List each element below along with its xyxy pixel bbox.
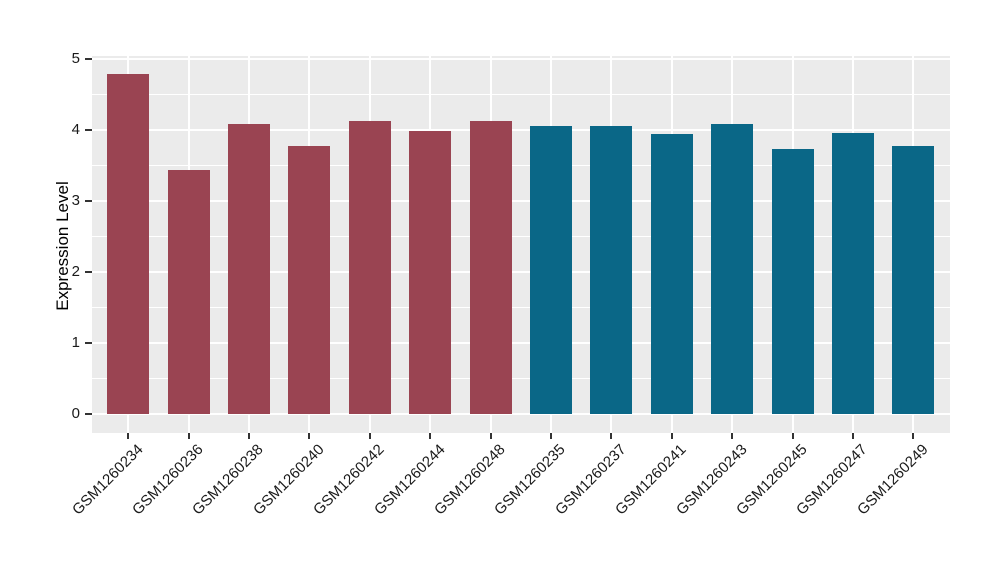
x-axis-tick-mark (187, 433, 190, 439)
y-axis-tick-label: 0 (71, 405, 80, 422)
gridline-major-h (92, 58, 950, 60)
gridline-minor-h (92, 307, 950, 308)
bar-GSM1260245 (771, 149, 814, 414)
bar-GSM1260243 (711, 124, 754, 414)
x-axis-tick-mark (489, 433, 492, 439)
bar-GSM1260247 (832, 132, 875, 414)
gridline-minor-h (92, 165, 950, 166)
gridline-minor-h (92, 236, 950, 237)
x-axis-tick-mark (127, 433, 130, 439)
bar-GSM1260249 (892, 145, 935, 414)
y-axis-tick-label: 4 (71, 121, 80, 138)
gridline-major-h (92, 342, 950, 344)
y-axis-tick-label: 1 (71, 334, 80, 351)
y-axis-tick-mark (85, 271, 92, 273)
y-axis-tick-label: 2 (71, 263, 80, 280)
gridline-major-h (92, 271, 950, 273)
bar-GSM1260237 (590, 125, 633, 414)
y-axis-tick-mark (85, 200, 92, 202)
y-axis-title: Expression Level (53, 181, 72, 311)
bar-GSM1260236 (167, 169, 210, 414)
y-axis-tick-label: 3 (71, 192, 80, 209)
bar-GSM1260235 (530, 125, 573, 414)
gridline-minor-h (92, 378, 950, 379)
x-axis-tick-mark (368, 433, 371, 439)
bar-GSM1260242 (348, 120, 391, 414)
x-axis-tick-mark (791, 433, 794, 439)
x-axis-tick-mark (308, 433, 311, 439)
x-axis-tick-mark (731, 433, 734, 439)
x-axis-tick-mark (852, 433, 855, 439)
bar-GSM1260240 (288, 145, 331, 414)
bar-GSM1260238 (228, 123, 271, 414)
y-axis-tick-mark (85, 58, 92, 60)
x-axis-tick-mark (248, 433, 251, 439)
y-axis-tick-mark (85, 342, 92, 344)
gridline-major-h (92, 413, 950, 415)
plot-panel (92, 56, 950, 433)
bar-GSM1260248 (469, 120, 512, 414)
bar-GSM1260244 (409, 131, 452, 414)
y-axis-tick-mark (85, 413, 92, 415)
bar-GSM1260241 (650, 134, 693, 414)
gridline-minor-h (92, 94, 950, 95)
gridline-major-h (92, 129, 950, 131)
y-axis-tick-label: 5 (71, 50, 80, 67)
bar-GSM1260234 (107, 73, 150, 414)
x-axis-tick-mark (670, 433, 673, 439)
x-axis-tick-mark (610, 433, 613, 439)
x-axis-tick-mark (912, 433, 915, 439)
y-axis-tick-mark (85, 129, 92, 131)
x-axis-tick-mark (550, 433, 553, 439)
gridline-major-h (92, 200, 950, 202)
x-axis-tick-mark (429, 433, 432, 439)
